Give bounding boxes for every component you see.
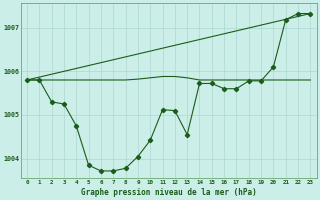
X-axis label: Graphe pression niveau de la mer (hPa): Graphe pression niveau de la mer (hPa)	[81, 188, 257, 197]
